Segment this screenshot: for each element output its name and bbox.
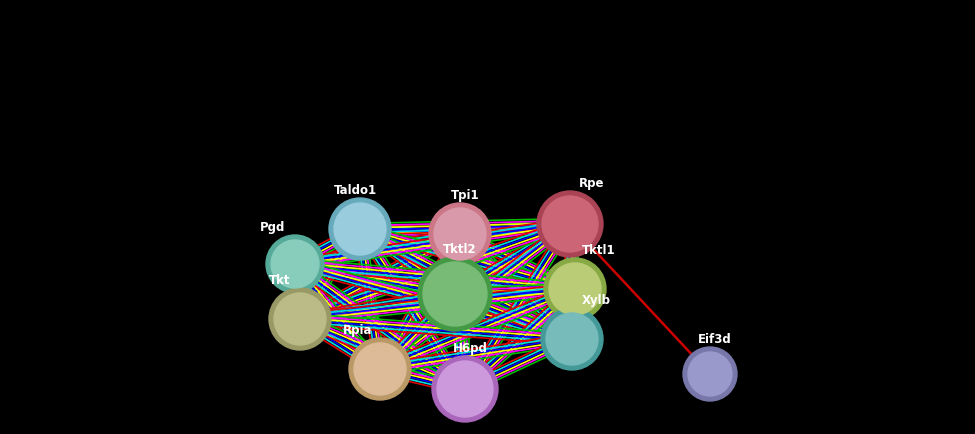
Text: H6pd: H6pd bbox=[452, 341, 488, 354]
Circle shape bbox=[269, 288, 331, 350]
Text: Tpi1: Tpi1 bbox=[450, 188, 480, 201]
Circle shape bbox=[418, 257, 492, 331]
Circle shape bbox=[432, 356, 498, 422]
Text: Taldo1: Taldo1 bbox=[333, 184, 376, 197]
Circle shape bbox=[349, 338, 411, 400]
Circle shape bbox=[274, 293, 326, 345]
Circle shape bbox=[546, 313, 598, 365]
Circle shape bbox=[437, 361, 493, 417]
Text: Rpia: Rpia bbox=[343, 323, 372, 336]
Text: Tktl1: Tktl1 bbox=[582, 243, 616, 256]
Text: Xylb: Xylb bbox=[581, 293, 610, 306]
Circle shape bbox=[266, 236, 324, 293]
Circle shape bbox=[329, 198, 391, 260]
Circle shape bbox=[683, 347, 737, 401]
Text: Tktl2: Tktl2 bbox=[444, 243, 477, 256]
Text: Eif3d: Eif3d bbox=[698, 332, 732, 345]
Circle shape bbox=[354, 343, 406, 395]
Circle shape bbox=[549, 263, 601, 315]
Circle shape bbox=[334, 204, 386, 256]
Circle shape bbox=[541, 308, 603, 370]
Circle shape bbox=[434, 208, 486, 260]
Text: Pgd: Pgd bbox=[260, 220, 286, 233]
Circle shape bbox=[542, 197, 598, 253]
Text: Rpe: Rpe bbox=[579, 177, 604, 190]
Circle shape bbox=[423, 263, 487, 326]
Circle shape bbox=[429, 204, 491, 265]
Circle shape bbox=[271, 240, 319, 288]
Circle shape bbox=[537, 191, 603, 257]
Text: Tkt: Tkt bbox=[269, 273, 291, 286]
Circle shape bbox=[544, 258, 606, 320]
Circle shape bbox=[688, 352, 732, 396]
